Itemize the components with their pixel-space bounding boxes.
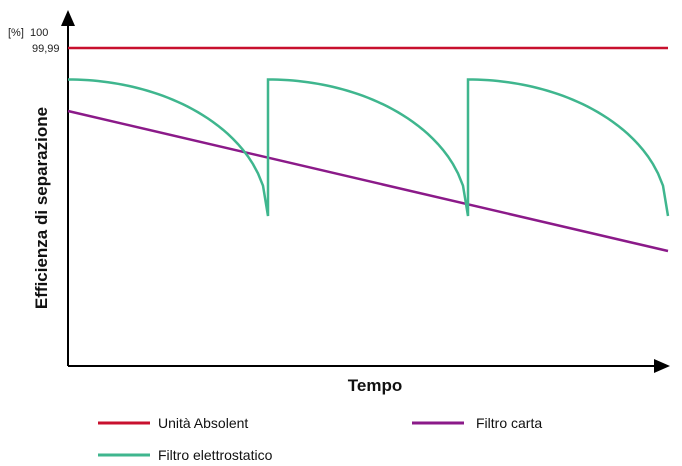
y-tick-label-99-99: 99,99	[32, 43, 60, 55]
y-unit-label: [%]	[8, 27, 24, 39]
legend-label-filtro-elettrostatico: Filtro elettrostatico	[158, 447, 273, 463]
series-layer	[67, 46, 670, 253]
legend-label-unita-absolent: Unità Absolent	[158, 415, 248, 431]
x-axis-arrow	[654, 359, 670, 373]
series-line-filtro-carta	[67, 109, 669, 253]
y-axis-title: Efficienza di separazione	[32, 107, 51, 309]
x-axis-title: Tempo	[348, 376, 402, 395]
series-line-filtro-elettrostatico	[67, 78, 670, 217]
legend: Unità Absolent Filtro carta Filtro elett…	[98, 415, 542, 463]
y-tick-label-100: 100	[30, 27, 48, 39]
legend-label-filtro-carta: Filtro carta	[476, 415, 542, 431]
y-axis-arrow	[61, 10, 75, 26]
